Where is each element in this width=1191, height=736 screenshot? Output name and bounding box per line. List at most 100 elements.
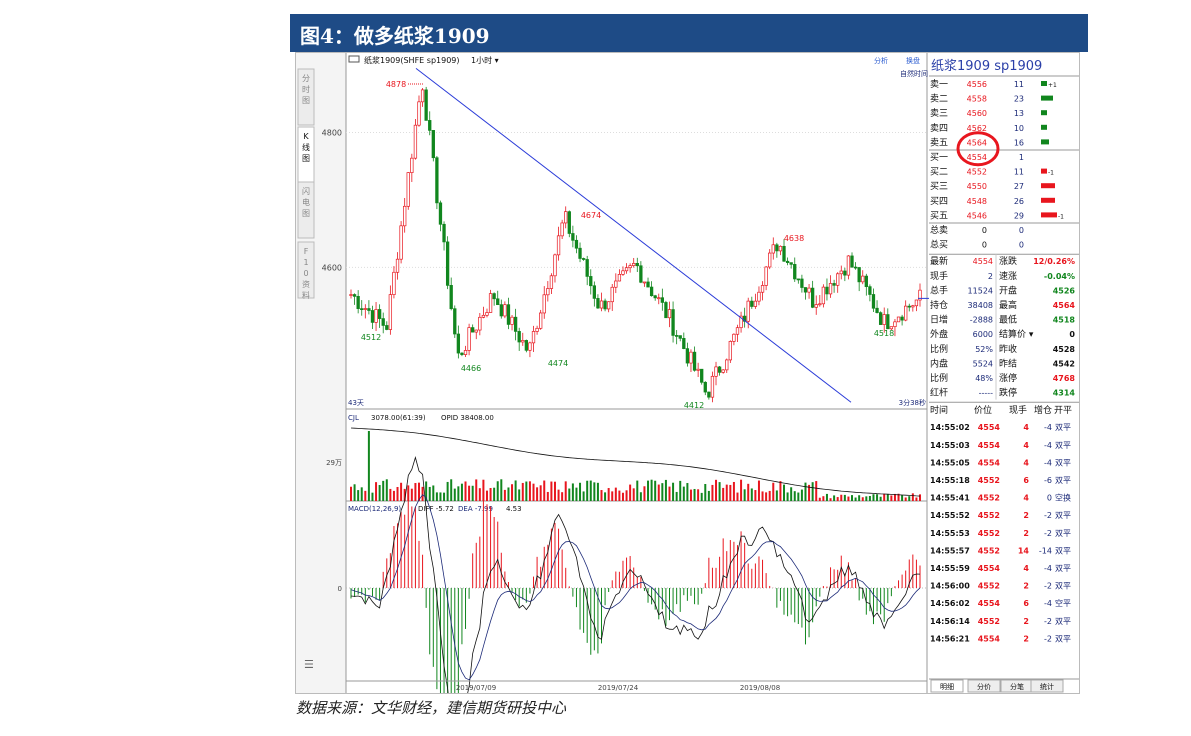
quote-title: 纸浆1909 sp1909 (931, 59, 1042, 74)
analysis-button[interactable]: 分析 (874, 56, 888, 65)
bottom-tab-label: 明细 (940, 682, 954, 691)
side-tab-2[interactable] (297, 181, 315, 239)
volume-bar (439, 492, 442, 501)
candle-body (696, 368, 700, 371)
candle-body (488, 293, 493, 313)
candle-body (449, 285, 453, 310)
book-volume: 26 (1014, 197, 1024, 206)
bottom-tab-0[interactable] (930, 679, 964, 693)
candle-body (675, 335, 679, 337)
book-depth-bar (1041, 168, 1047, 174)
candle-body (360, 308, 364, 310)
book-volume: 27 (1014, 182, 1024, 191)
book-volume: 13 (1014, 109, 1024, 118)
candle-body (785, 260, 790, 263)
volume-bar (829, 498, 832, 501)
tick-qty: 2 (1023, 634, 1029, 643)
volume-bar (808, 484, 811, 501)
side-tab-0[interactable] (297, 68, 315, 126)
candle-body (349, 294, 353, 296)
bottom-tab-3[interactable] (1030, 679, 1064, 693)
date-label: 2019/07/09 (456, 684, 496, 692)
tick-header-1: 价位 (974, 404, 992, 416)
book-price: 4556 (967, 80, 987, 89)
candle-body (624, 267, 629, 272)
candle-body (435, 157, 439, 204)
volume-bar (414, 483, 417, 501)
candle-body (417, 101, 421, 126)
candle-body (896, 316, 901, 323)
volume-bar (450, 479, 453, 501)
candle-body (424, 89, 428, 121)
candle-body (395, 258, 400, 273)
volume-bar (367, 431, 370, 501)
volume-bar (647, 480, 650, 501)
volume-bar (403, 488, 406, 501)
candle-body (846, 255, 851, 276)
tick-oi: -2 (1044, 511, 1052, 520)
stat-value: 38408 (968, 301, 993, 310)
side-tab-char: 分 (302, 74, 310, 83)
volume-bar (625, 490, 628, 501)
stat-label-2: 跌停 (999, 387, 1017, 399)
tick-type: 双平 (1055, 546, 1071, 555)
bottom-tab-label: 分笔 (1010, 682, 1024, 691)
volume-bar (686, 483, 689, 501)
volume-bar (543, 480, 546, 501)
candle-body (546, 288, 550, 296)
candle-body (374, 309, 378, 323)
volume-bar (879, 496, 882, 501)
candle-body (513, 316, 518, 332)
switch-button[interactable]: 换盘 (906, 56, 920, 65)
candle-body (735, 327, 740, 335)
bottom-tab-label: 统计 (1040, 682, 1054, 691)
volume-bar (901, 495, 904, 501)
candle-body (821, 286, 826, 305)
side-tab-3[interactable] (297, 241, 315, 299)
volume-bar (353, 484, 356, 501)
candle-body (589, 276, 593, 287)
candle-body (403, 205, 407, 227)
side-tab-char: 图 (302, 154, 310, 163)
tick-price: 4552 (978, 582, 1000, 591)
candle-body (603, 300, 607, 310)
bottom-tab-1[interactable] (967, 679, 1001, 693)
candle-body (807, 287, 811, 293)
tick-type: 双平 (1055, 476, 1071, 485)
candle-body (399, 225, 403, 260)
candle-body (578, 247, 582, 259)
tick-qty: 4 (1023, 423, 1029, 432)
book-price: 4560 (967, 109, 987, 118)
stat-label-2: 昨收 (999, 343, 1017, 355)
stat-label: 内盘 (930, 357, 948, 369)
candle-body (810, 287, 815, 308)
volume-bar (693, 488, 696, 501)
volume-bar (364, 490, 367, 501)
candle-body (775, 244, 779, 252)
volume-bar (843, 494, 846, 501)
candle-body (671, 309, 675, 336)
volume-bar (765, 492, 768, 501)
tick-oi: -6 (1044, 476, 1052, 485)
layout-icon[interactable] (348, 55, 360, 63)
candle-body (567, 211, 571, 234)
volume-bar (861, 497, 864, 501)
tick-type: 双平 (1055, 441, 1071, 450)
candle-body (657, 297, 661, 300)
period-selector[interactable]: 1小时 ▾ (471, 55, 499, 65)
volume-bar (689, 489, 692, 501)
book-volume: 11 (1014, 80, 1024, 89)
candle-body (853, 266, 858, 269)
candle-body (843, 270, 847, 276)
volume-bar (854, 497, 857, 501)
volume-bar (460, 483, 463, 501)
candle-body (818, 303, 822, 306)
side-tab-char: 图 (302, 96, 310, 105)
tick-oi: -2 (1044, 529, 1052, 538)
volume-bar (650, 479, 653, 501)
volume-bar (596, 482, 599, 501)
volume-bar (740, 479, 743, 501)
candle-body (886, 314, 890, 330)
tick-oi: -2 (1044, 617, 1052, 626)
volume-bar (840, 494, 843, 501)
